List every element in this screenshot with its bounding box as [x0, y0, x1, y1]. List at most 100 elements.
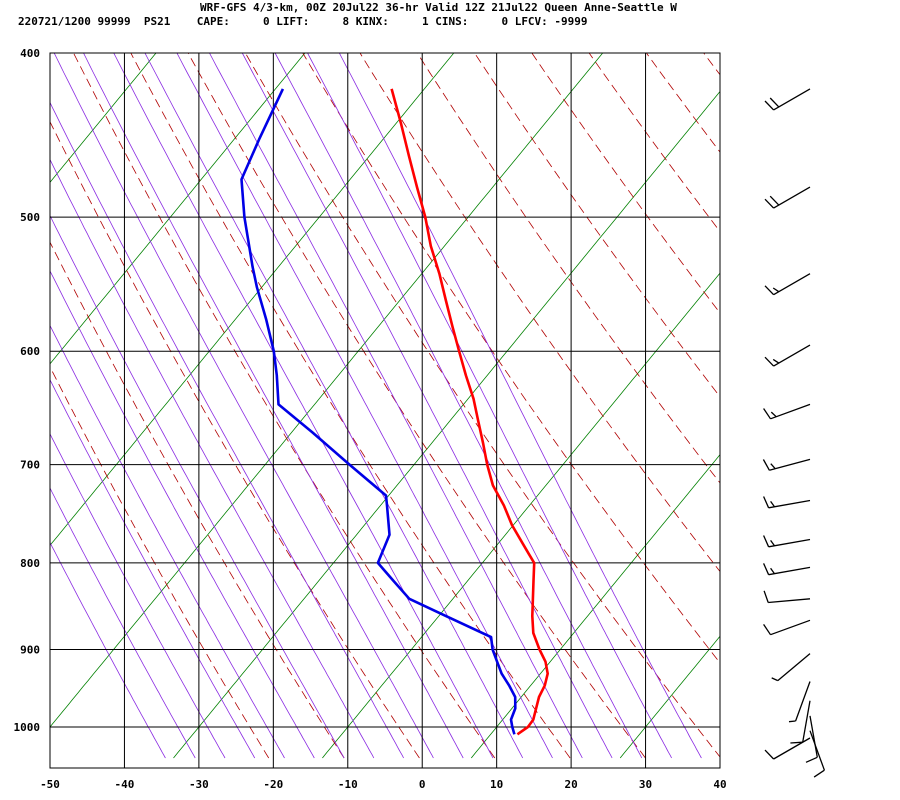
x-tick-label: -10 — [338, 778, 358, 791]
barb-flag-full — [764, 356, 775, 367]
barb-staff — [794, 681, 811, 722]
barb-flag-half — [772, 358, 780, 364]
barb-staff — [773, 737, 811, 760]
green-reference-line — [173, 90, 720, 759]
wind-barb — [762, 458, 811, 471]
barb-staff — [773, 88, 811, 111]
moist-adiabat-line — [113, 53, 494, 759]
dry-adiabat-line — [50, 241, 345, 759]
y-tick-label: 500 — [20, 211, 40, 224]
moist-adiabat-line — [50, 214, 345, 759]
barb-staff — [802, 700, 811, 743]
x-tick-label: 20 — [564, 778, 577, 791]
dry-adiabat-line — [754, 44, 900, 758]
barb-flag-full — [813, 769, 825, 778]
barb-staff — [773, 186, 811, 209]
barb-staff — [809, 715, 818, 758]
moist-adiabat-line — [176, 53, 553, 759]
barb-flag-half — [770, 411, 777, 418]
dry-adiabat-line — [244, 53, 720, 758]
barb-flag-half — [770, 567, 776, 575]
barb-staff — [770, 403, 811, 420]
wind-barb — [764, 737, 811, 760]
barb-flag-full — [805, 756, 818, 763]
x-tick-labels: -50 -40 -30 -20 -10 0 10 20 30 40 — [40, 778, 727, 791]
x-tick-label: -40 — [115, 778, 135, 791]
moist-adiabat-line — [50, 487, 196, 759]
green-reference-line — [769, 44, 900, 758]
wind-barb — [764, 88, 811, 111]
dry-adiabat-line — [73, 53, 496, 759]
moist-adiabat-line — [241, 53, 613, 759]
barb-flag-full — [763, 563, 770, 575]
sounding-indices: 220721/1200 99999 PS21 CAPE: 0 LIFT: 8 K… — [18, 15, 588, 28]
barb-staff — [773, 273, 811, 296]
barb-staff — [768, 598, 811, 604]
green-reference-line — [619, 635, 720, 759]
wind-barb — [764, 344, 811, 367]
dry-adiabat-line — [50, 121, 420, 759]
wind-barb — [763, 403, 811, 420]
dewpoint-trace — [240, 88, 517, 735]
wind-barb — [790, 700, 811, 744]
temperature-trace — [390, 88, 549, 736]
barb-flag-full — [763, 590, 769, 603]
background-lines — [0, 44, 900, 759]
barb-flag-full — [763, 535, 770, 548]
green-reference-line — [322, 272, 720, 759]
barb-flag-full — [763, 408, 772, 420]
dry-adiabat-line — [130, 53, 571, 759]
dry-adiabat-line — [187, 53, 646, 759]
moist-adiabat-line — [50, 433, 226, 759]
barb-staff — [770, 619, 811, 636]
y-tick-label: 1000 — [14, 721, 41, 734]
wind-barb — [805, 715, 818, 763]
barb-flag-half — [772, 287, 780, 293]
wind-barb — [809, 730, 826, 778]
wind-barb — [764, 273, 811, 296]
dry-adiabat-line — [531, 53, 720, 314]
moist-adiabat-line — [50, 101, 404, 759]
barb-staff — [773, 344, 811, 367]
dry-adiabat-line — [868, 44, 900, 758]
barb-staff — [809, 730, 826, 771]
chart-title: WRF-GFS 4/3-km, 00Z 20Jul22 36-hr Valid … — [200, 1, 677, 14]
wind-barb — [763, 563, 811, 576]
dry-adiabat-line — [811, 44, 900, 758]
green-reference-line — [50, 53, 604, 728]
x-tick-label: 10 — [490, 778, 503, 791]
wind-barb — [771, 653, 811, 682]
green-reference-line — [50, 53, 306, 365]
barb-staff — [768, 566, 811, 576]
barb-flag-full — [764, 749, 775, 760]
y-tick-label: 900 — [20, 643, 40, 656]
barb-flag-full — [769, 195, 780, 206]
y-tick-labels: 400 500 600 700 800 900 1000 — [14, 47, 41, 734]
dry-adiabat-line — [588, 53, 720, 233]
moist-adiabat-line — [50, 378, 256, 759]
moist-adiabat-line — [50, 324, 285, 759]
moist-adiabat-line — [83, 53, 464, 759]
dry-adiabat-line — [416, 53, 720, 484]
barb-flag-full — [764, 198, 775, 209]
moist-adiabat-line — [338, 53, 702, 759]
barb-staff — [768, 499, 811, 509]
wind-barb — [763, 590, 811, 604]
barb-flag-half — [771, 677, 779, 682]
green-reference-line — [0, 44, 15, 758]
moist-adiabat-line — [144, 53, 524, 759]
x-tick-label: -30 — [189, 778, 209, 791]
green-reference-line — [50, 53, 455, 547]
sounding-traces — [240, 88, 549, 736]
x-tick-label: -20 — [263, 778, 283, 791]
y-tick-label: 800 — [20, 557, 40, 570]
x-tick-label: 0 — [419, 778, 426, 791]
barb-flag-full — [764, 100, 775, 111]
moist-adiabat-line — [50, 541, 166, 759]
x-tick-label: -50 — [40, 778, 60, 791]
barb-staff — [769, 458, 811, 471]
x-tick-label: 30 — [639, 778, 652, 791]
dry-adiabat-line — [50, 366, 270, 759]
barb-flag-full — [763, 496, 770, 509]
barb-flag-half — [770, 463, 776, 470]
